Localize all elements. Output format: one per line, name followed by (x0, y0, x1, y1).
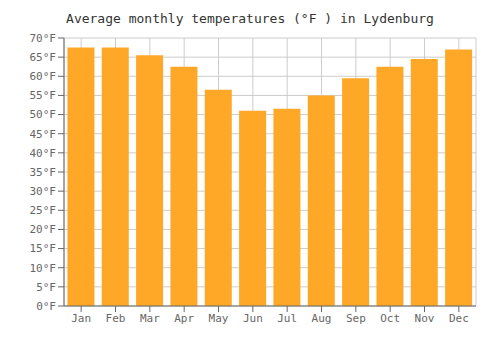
svg-text:Mar: Mar (140, 312, 160, 325)
svg-text:Jul: Jul (277, 312, 297, 325)
svg-text:May: May (209, 312, 229, 325)
svg-text:15°F: 15°F (30, 242, 57, 255)
svg-text:Dec: Dec (449, 312, 469, 325)
svg-text:Apr: Apr (174, 312, 194, 325)
svg-text:Aug: Aug (312, 312, 332, 325)
svg-text:60°F: 60°F (30, 70, 57, 83)
svg-text:5°F: 5°F (36, 281, 56, 294)
svg-text:Nov: Nov (415, 312, 435, 325)
svg-text:Sep: Sep (346, 312, 366, 325)
svg-text:45°F: 45°F (30, 128, 57, 141)
svg-text:55°F: 55°F (30, 89, 57, 102)
svg-text:50°F: 50°F (30, 108, 57, 121)
svg-text:Feb: Feb (106, 312, 126, 325)
svg-text:65°F: 65°F (30, 51, 57, 64)
svg-text:Jun: Jun (243, 312, 263, 325)
html-text:Average monthly temperatures (: Average monthly temperatures (°F ) in Ly… (66, 11, 434, 26)
svg-text:20°F: 20°F (30, 223, 57, 236)
svg-text:Jan: Jan (71, 312, 91, 325)
svg-text:35°F: 35°F (30, 166, 57, 179)
svg-text:Oct: Oct (380, 312, 400, 325)
svg-text:30°F: 30°F (30, 185, 57, 198)
svg-text:10°F: 10°F (30, 262, 57, 275)
svg-text:70°F: 70°F (30, 32, 57, 45)
svg-text:0°F: 0°F (36, 300, 56, 313)
svg-text:25°F: 25°F (30, 204, 57, 217)
svg-text:40°F: 40°F (30, 147, 57, 160)
